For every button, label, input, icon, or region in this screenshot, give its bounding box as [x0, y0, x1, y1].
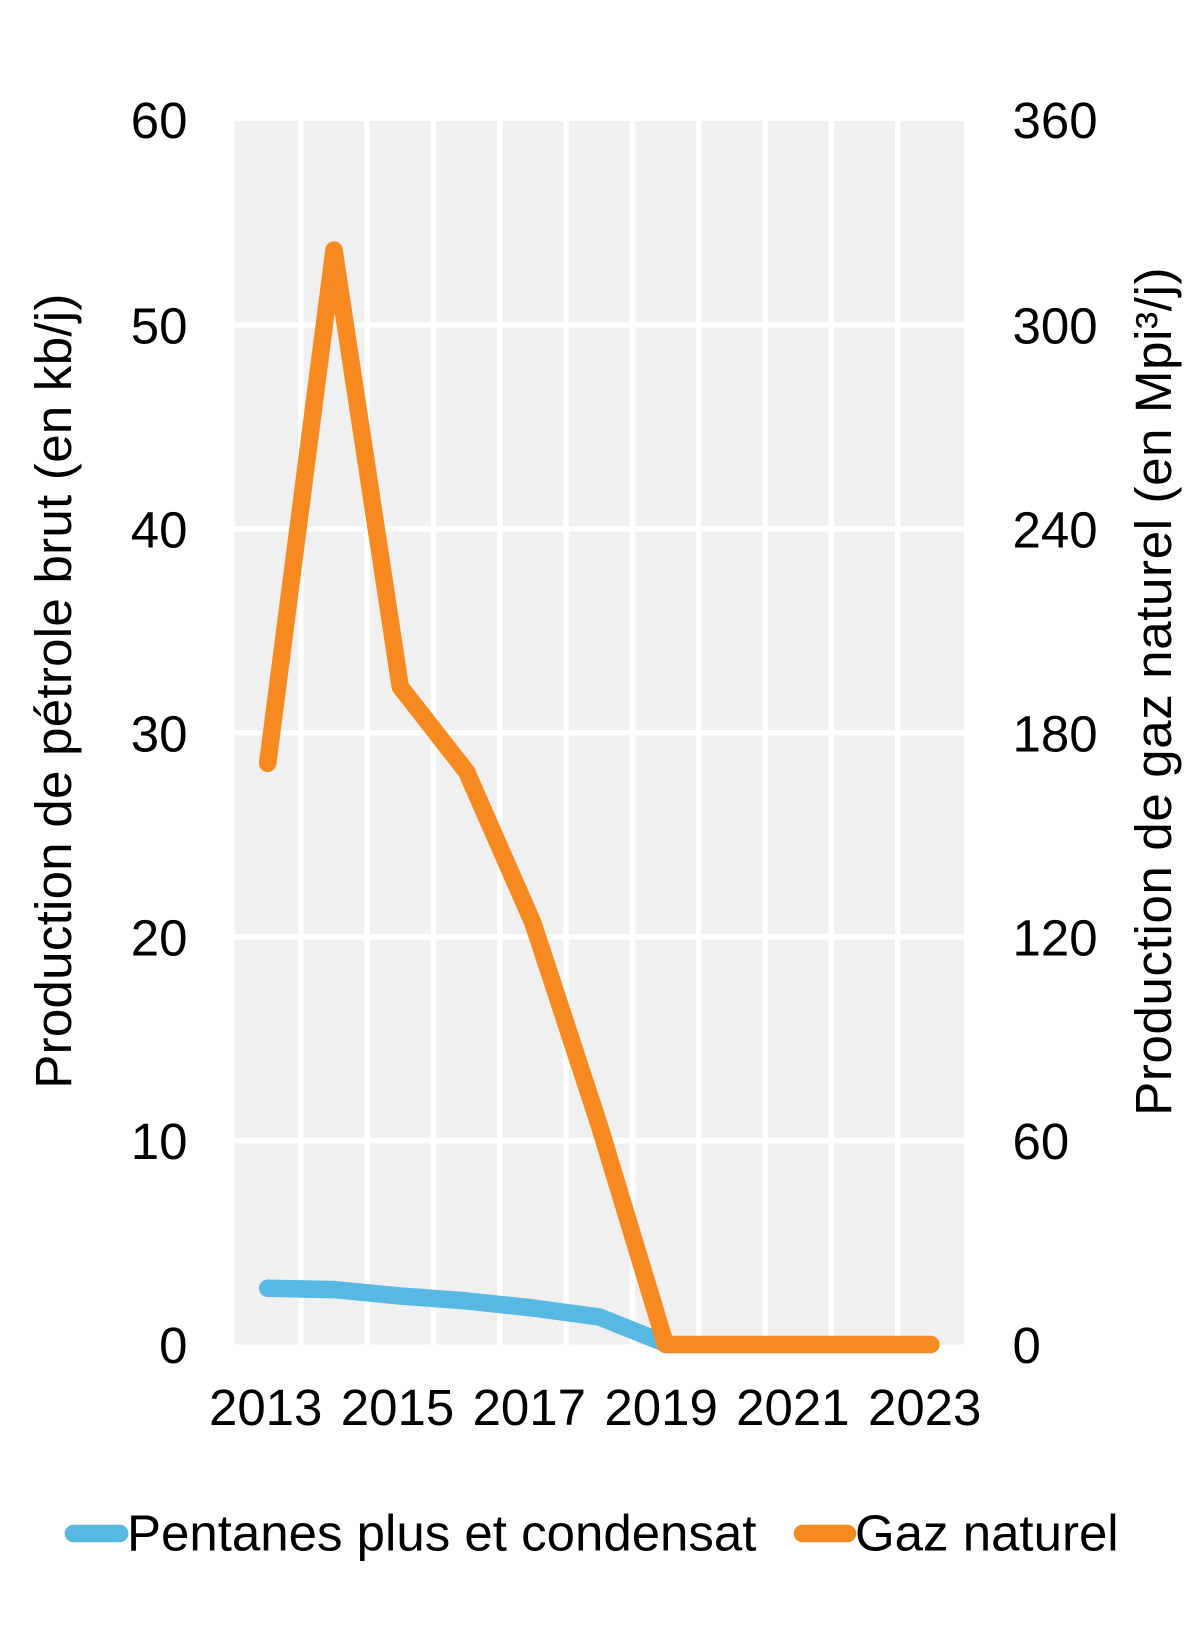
svg-text:300: 300 — [1013, 298, 1098, 355]
svg-text:2021: 2021 — [736, 1379, 849, 1436]
svg-text:Gaz naturel: Gaz naturel — [855, 1505, 1119, 1562]
svg-text:Production de pétrole brut (en: Production de pétrole brut (en kb/j) — [25, 293, 82, 1088]
svg-text:10: 10 — [131, 1113, 188, 1170]
svg-text:2015: 2015 — [341, 1379, 454, 1436]
svg-text:40: 40 — [131, 501, 188, 558]
svg-text:2023: 2023 — [868, 1379, 981, 1436]
svg-text:0: 0 — [1013, 1317, 1041, 1374]
svg-text:360: 360 — [1013, 92, 1098, 149]
svg-text:20: 20 — [131, 909, 188, 966]
svg-text:60: 60 — [1013, 1113, 1070, 1170]
svg-text:2017: 2017 — [473, 1379, 586, 1436]
svg-text:0: 0 — [159, 1317, 187, 1374]
svg-text:120: 120 — [1013, 909, 1098, 966]
svg-text:30: 30 — [131, 705, 188, 762]
svg-text:60: 60 — [131, 92, 188, 149]
svg-text:180: 180 — [1013, 705, 1098, 762]
svg-text:2013: 2013 — [209, 1379, 322, 1436]
svg-text:Pentanes plus et condensat: Pentanes plus et condensat — [127, 1505, 756, 1562]
svg-text:Production de gaz naturel (en: Production de gaz naturel (en Mpi³/j) — [1125, 267, 1182, 1116]
svg-text:50: 50 — [131, 298, 188, 355]
svg-text:240: 240 — [1013, 501, 1098, 558]
svg-text:2019: 2019 — [604, 1379, 717, 1436]
